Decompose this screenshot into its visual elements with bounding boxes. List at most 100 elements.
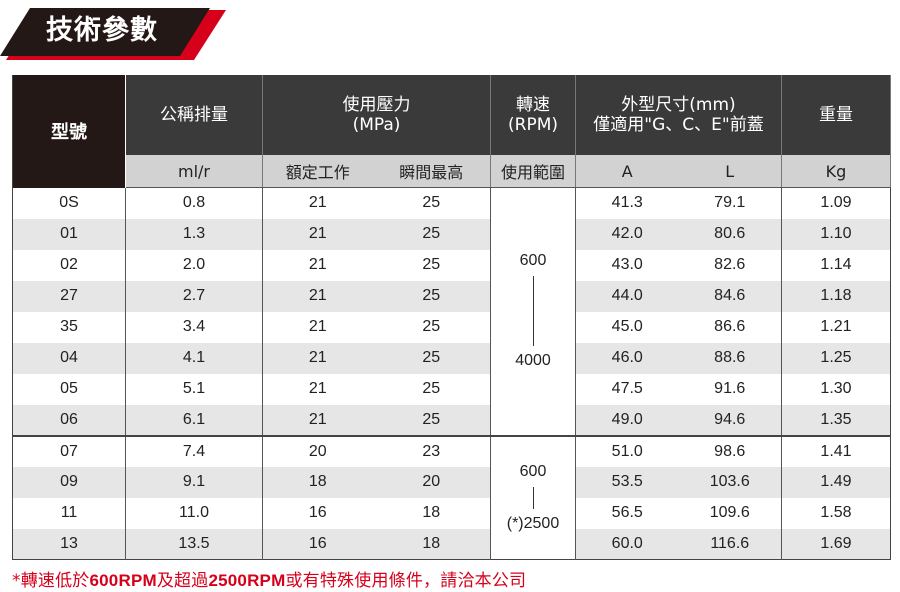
cell-weight: 1.25 [781,342,891,374]
cell-model: 0S [59,194,79,211]
cell-displacement: 3.4 [125,311,263,343]
spec-table: 型號 公稱排量 使用壓力 (MPa) 轉速 (RPM) 外型尺寸(mm) 僅適用"G、… [12,75,891,560]
cell-model: 02 [60,256,78,273]
cell-model: 35 [60,318,78,335]
cell-dim-a: 49.0 [575,404,679,436]
cell-rated-pressure: 16 [262,528,373,560]
rpm-range-line [532,276,534,347]
subheader-rated: 額定工作 [262,155,373,188]
cell-rated-pressure: 21 [308,256,327,273]
banner-background [0,8,226,60]
cell-dim-a: 45.0 [611,318,643,335]
rpm-range-line [532,486,534,509]
cell-peak-pressure: 20 [372,466,491,498]
subheader-range: 使用範圍 [490,155,576,188]
cell-displacement: 7.4 [125,434,263,467]
cell-rated-pressure: 20 [262,434,373,467]
cell-weight: 1.10 [781,218,891,250]
cell-dim-a: 41.3 [611,194,643,212]
cell-dim-l: 116.6 [678,528,782,560]
cell-dim-a: 51.0 [575,434,679,467]
cell-displacement: 6.1 [125,404,263,436]
rpm-max: (*)2500 [506,514,560,532]
header-pressure: 使用壓力 (MPa) [262,75,491,155]
cell-rpm-range: 600 (*)2500 [490,434,576,560]
page-title: 技術參數 [46,15,158,46]
cell-dim-l: 109.6 [709,504,750,521]
cell-displacement: 4.1 [125,342,263,374]
cell-dim-l: 82.6 [714,256,746,273]
cell-dim-l: 84.6 [678,280,782,312]
cell-rated-pressure: 21 [262,342,373,374]
cell-dim-l: 79.1 [714,194,746,212]
rpm-min: 600 [519,462,547,480]
cell-model: 09 [12,466,126,498]
cell-dim-a: 42.0 [575,218,679,250]
cell-rated-pressure: 21 [262,218,373,250]
header-displacement: 公稱排量 [125,75,263,155]
cell-dim-a: 53.5 [575,466,679,498]
cell-model: 06 [12,404,126,436]
cell-displacement: 13.5 [125,528,263,560]
cell-peak-pressure: 18 [422,504,441,521]
cell-displacement: 0.8 [125,187,263,219]
table-row: 09 9.1 18 20 53.5 103.6 1.49 [12,466,891,498]
banner-dark-shape [0,8,210,56]
cell-peak-pressure: 25 [422,380,441,397]
cell-weight: 1.41 [781,434,891,467]
subheader-peak: 瞬間最高 [372,155,491,188]
cell-rated-pressure: 16 [308,504,327,521]
header-speed: 轉速 (RPM) [490,75,576,155]
cell-weight: 1.30 [781,373,891,405]
cell-model: 07 [12,434,126,467]
cell-dim-a: 46.0 [575,342,679,374]
cell-rated-pressure: 21 [262,404,373,436]
cell-model: 27 [12,280,126,312]
cell-displacement: 2.0 [125,249,263,281]
cell-dim-l: 98.6 [678,434,782,467]
table-row: 06 6.1 21 25 49.0 94.6 1.35 [12,404,891,436]
cell-dim-a: 47.5 [611,380,643,397]
table-row: 13 13.5 16 18 60.0 116.6 1.69 [12,528,891,560]
cell-peak-pressure: 25 [372,342,491,374]
header-dimensions: 外型尺寸(mm) 僅適用"G、C、E"前蓋 [575,75,782,155]
header-weight: 重量 [781,75,891,155]
cell-rated-pressure: 21 [308,380,327,397]
cell-displacement: 5.1 [125,373,263,405]
cell-dim-a: 44.0 [575,280,679,312]
cell-weight: 1.69 [781,528,891,560]
cell-rated-pressure: 21 [308,194,327,212]
cell-peak-pressure: 25 [372,280,491,312]
table-row: 02 2.0 21 25 43.0 82.6 1.14 [13,249,891,281]
cell-dim-a: 60.0 [575,528,679,560]
cell-weight: 1.09 [781,187,891,219]
cell-dim-l: 88.6 [678,342,782,374]
subheader-dim-l: L [678,155,782,188]
cell-displacement: 2.7 [125,280,263,312]
table-row: 05 5.1 21 25 47.5 91.6 1.30 [13,373,891,405]
cell-rpm-range: 600 4000 [490,187,576,436]
cell-dim-l: 103.6 [678,466,782,498]
cell-displacement: 11.0 [125,497,263,529]
rpm-max: 4000 [515,352,551,370]
subheader-weight-unit: Kg [781,155,891,188]
rpm-min: 600 [519,252,547,270]
footnote: *轉速低於600RPM及超過2500RPM或有特殊使用條件，請洽本公司 [12,571,527,591]
cell-rated-pressure: 21 [262,280,373,312]
table-row: 27 2.7 21 25 44.0 84.6 1.18 [12,280,891,312]
cell-model: 13 [12,528,126,560]
cell-dim-a: 56.5 [611,504,643,521]
cell-model: 11 [60,504,78,521]
cell-model: 01 [12,218,126,250]
header-model: 型號 [12,75,126,188]
cell-peak-pressure: 25 [422,318,441,335]
cell-weight: 1.14 [781,249,891,281]
subheader-displacement-unit: ml/r [125,155,263,188]
table-row: 35 3.4 21 25 45.0 86.6 1.21 [13,311,891,343]
table-body: 0S 0.8 21 25 600 4000 41.3 79.1 1.09 01 1.3 21 25 42.… [12,187,891,560]
table-row: 04 4.1 21 25 46.0 88.6 1.25 [12,342,891,374]
cell-displacement: 9.1 [125,466,263,498]
table-row: 01 1.3 21 25 42.0 80.6 1.10 [12,218,891,250]
cell-model: 05 [60,380,78,397]
cell-rated-pressure: 21 [308,318,327,335]
